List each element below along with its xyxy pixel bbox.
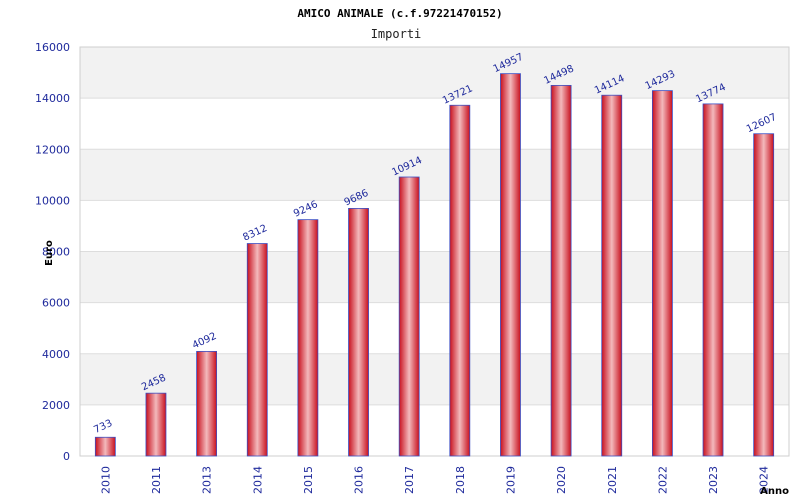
plot-band bbox=[80, 200, 789, 252]
plot-band bbox=[80, 353, 789, 405]
bar bbox=[246, 243, 268, 457]
bar bbox=[753, 133, 775, 457]
y-tick-label: 12000 bbox=[35, 143, 70, 156]
plot-band bbox=[80, 302, 789, 354]
y-axis-ticks: 0 2000 4000 6000 8000 10000 12000 14000 16000 bbox=[35, 41, 70, 463]
y-axis-label: Euro bbox=[44, 240, 55, 266]
x-tick-label: 2024 bbox=[758, 466, 771, 494]
bar bbox=[196, 350, 218, 457]
plot-band bbox=[80, 149, 789, 201]
bar bbox=[601, 94, 623, 457]
bars bbox=[94, 73, 775, 457]
y-tick-label: 2000 bbox=[42, 399, 70, 412]
plot-band bbox=[80, 47, 789, 99]
y-tick-label: 8000 bbox=[42, 246, 70, 259]
x-tick-label: 2015 bbox=[302, 466, 315, 494]
bar bbox=[500, 73, 521, 457]
x-tick-label: 2023 bbox=[707, 466, 720, 494]
x-tick-label: 2017 bbox=[403, 466, 416, 494]
x-tick-label: 2013 bbox=[201, 466, 214, 494]
x-tick-label: 2018 bbox=[454, 466, 467, 494]
chart-subtitle: Importi bbox=[371, 27, 422, 41]
bar bbox=[145, 392, 167, 457]
x-tick-label: 2019 bbox=[504, 466, 517, 494]
plot-frame bbox=[79, 46, 790, 457]
plot-band bbox=[80, 404, 789, 456]
y-tick-label: 10000 bbox=[35, 194, 70, 207]
x-tick-label: 2016 bbox=[353, 466, 366, 494]
bar bbox=[550, 84, 572, 457]
bar bbox=[398, 176, 420, 457]
y-tick-label: 0 bbox=[63, 450, 70, 463]
x-tick-label: 2020 bbox=[555, 466, 568, 494]
bar bbox=[651, 90, 673, 457]
plot-band bbox=[80, 98, 789, 150]
x-tick-label: 2014 bbox=[251, 466, 264, 494]
bar bbox=[449, 104, 471, 457]
x-tick-label: 2021 bbox=[606, 466, 619, 494]
x-axis-label: Anno bbox=[760, 486, 789, 497]
x-axis-ticks: 2010 2011 2013 2014 2015 2016 2017 2018 2019 2020… bbox=[99, 466, 770, 494]
x-tick-label: 2022 bbox=[656, 466, 669, 494]
y-tick-label: 14000 bbox=[35, 92, 70, 105]
bar bbox=[297, 219, 319, 457]
plot-band bbox=[80, 251, 789, 303]
y-tick-label: 16000 bbox=[35, 41, 70, 54]
y-tick-label: 4000 bbox=[42, 348, 70, 361]
chart-title: AMICO ANIMALE (c.f.97221470152) bbox=[297, 7, 502, 20]
y-tick-label: 6000 bbox=[42, 297, 70, 310]
bar bbox=[702, 103, 724, 457]
x-tick-label: 2010 bbox=[99, 466, 112, 494]
x-tick-label: 2011 bbox=[150, 466, 163, 494]
bar bbox=[94, 436, 116, 457]
bar bbox=[348, 208, 369, 457]
